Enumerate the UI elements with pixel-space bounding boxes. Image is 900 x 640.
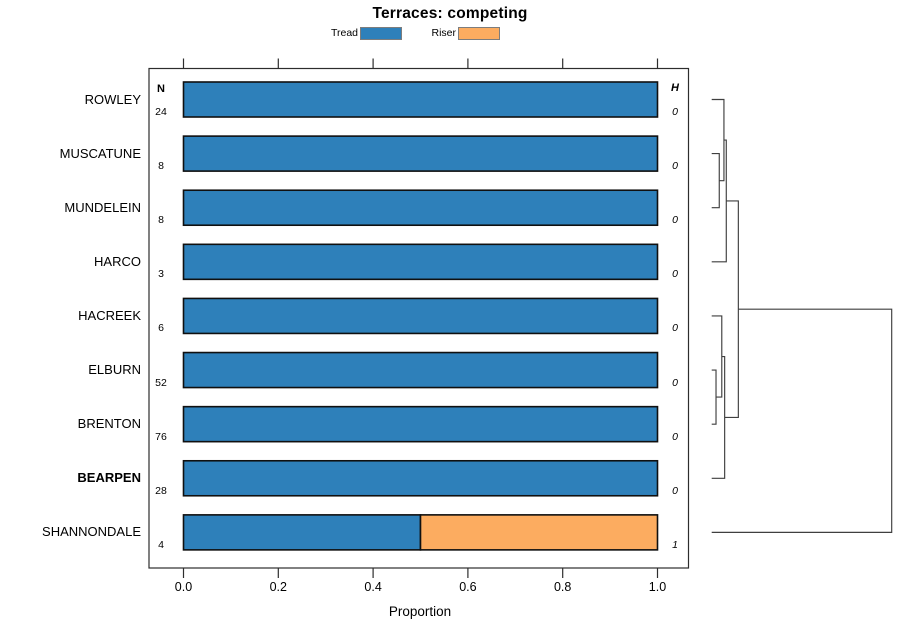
row-label-bearpen: BEARPEN — [77, 470, 141, 486]
n-value-mundelein: 8 — [158, 214, 164, 227]
bar-segment-tread-hacreek — [182, 297, 659, 335]
n-column-header: N — [157, 83, 165, 95]
n-value-harco: 3 — [158, 268, 164, 281]
dendrogram-merge-7 — [711, 308, 893, 533]
h-column-header: H — [671, 82, 679, 94]
n-value-muscatune: 8 — [158, 160, 164, 173]
n-value-shannondale: 4 — [158, 538, 164, 551]
x-tick-label-0.8: 0.8 — [553, 580, 572, 594]
h-value-harco: 0 — [672, 268, 678, 281]
legend-swatch-tread — [360, 27, 402, 40]
n-value-bearpen: 28 — [155, 484, 167, 497]
row-label-harco: HARCO — [94, 253, 141, 269]
legend-label-riser: Riser — [431, 27, 456, 39]
bar-segment-tread-shannondale — [182, 514, 422, 551]
bar-segment-tread-mundelein — [182, 189, 659, 227]
n-value-brenton: 76 — [155, 430, 167, 443]
h-value-brenton: 0 — [672, 430, 678, 443]
row-label-hacreek: HACREEK — [78, 307, 141, 323]
h-value-shannondale: 1 — [672, 538, 678, 551]
plot-frame — [148, 67, 690, 569]
row-label-brenton: BRENTON — [77, 416, 141, 432]
h-value-muscatune: 0 — [672, 160, 678, 173]
n-value-rowley: 24 — [155, 106, 167, 118]
bar-segment-tread-rowley — [182, 81, 659, 118]
h-value-bearpen: 0 — [672, 484, 678, 497]
bar-segment-tread-harco — [182, 243, 659, 281]
x-tick-label-1.0: 1.0 — [648, 580, 667, 594]
bar-segment-tread-elburn — [182, 351, 659, 389]
h-value-mundelein: 0 — [672, 214, 678, 227]
x-tick-label-0.2: 0.2 — [269, 580, 287, 594]
row-label-elburn: ELBURN — [88, 362, 141, 378]
bar-segment-tread-muscatune — [182, 135, 659, 172]
n-value-elburn: 52 — [155, 376, 167, 389]
row-label-shannondale: SHANNONDALE — [42, 524, 141, 540]
bar-segment-tread-bearpen — [182, 459, 659, 497]
legend-swatch-riser — [458, 27, 500, 40]
x-tick-label-0.4: 0.4 — [364, 580, 382, 594]
bar-segment-riser-shannondale — [419, 514, 659, 551]
h-value-rowley: 0 — [672, 106, 678, 118]
x-tick-label-0.6: 0.6 — [459, 580, 477, 594]
h-value-hacreek: 0 — [672, 322, 678, 335]
legend-label-tread: Tread — [330, 27, 358, 39]
chart-title: Terraces: competing — [372, 5, 528, 22]
row-label-mundelein: MUNDELEIN — [64, 199, 141, 215]
bar-segment-tread-brenton — [182, 405, 659, 443]
x-axis-title: Proportion — [388, 604, 452, 619]
x-tick-label-0.0: 0.0 — [174, 580, 193, 594]
row-label-rowley: ROWLEY — [84, 91, 141, 107]
h-value-elburn: 0 — [672, 376, 678, 389]
n-value-hacreek: 6 — [158, 322, 164, 335]
row-label-muscatune: MUSCATUNE — [59, 145, 141, 161]
